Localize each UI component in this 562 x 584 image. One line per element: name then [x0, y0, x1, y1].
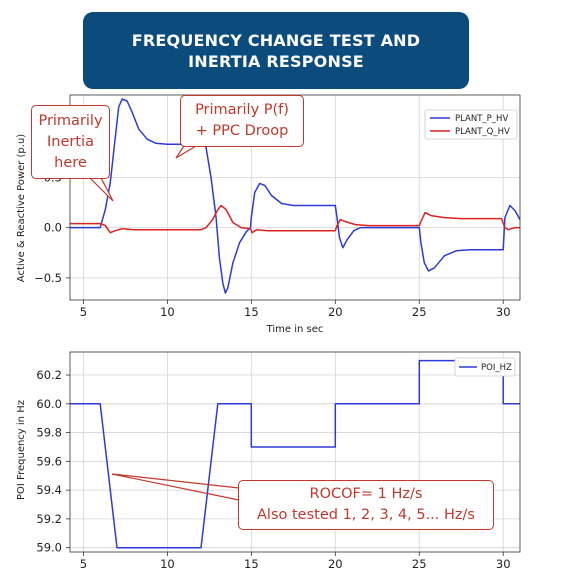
top-x-tick-label: 15: [244, 305, 259, 319]
top-x-tick-label: 25: [412, 305, 427, 319]
inertia-callout: Primarily Inertia here: [31, 105, 110, 179]
bottom-y-tick-label: 60.0: [36, 397, 62, 411]
frequency-y-axis-label: POI Frequency in Hz: [16, 400, 27, 500]
title-line-2: INERTIA RESPONSE: [188, 51, 364, 71]
bottom-y-tick-label: 59.6: [36, 454, 62, 468]
pf-callout: Primarily P(f) + PPC Droop: [180, 95, 304, 147]
frequency-legend: POI_HZ: [454, 357, 516, 377]
bottom-x-tick-label: 30: [496, 557, 511, 571]
bottom-y-tick-label: 59.0: [36, 541, 62, 555]
callout-pointers: [86, 145, 240, 501]
top-x-tick-label: 30: [496, 305, 511, 319]
top-series-line-plant-q-hv: [70, 204, 520, 234]
rocof-callout: ROCOF= 1 Hz/s Also tested 1, 2, 3, 4, 5.…: [238, 480, 494, 530]
inertia-callout-line-3: here: [54, 154, 87, 171]
frequency-chart: 5 10 15 20 25 3059.059.259.459.659.860.060.2 …: [16, 351, 521, 571]
frequency-legend-box: [454, 357, 516, 377]
rocof-pointer-line-1: [111, 473, 240, 489]
power-legend: PLANT_P_HV PLANT_Q_HV: [424, 109, 518, 140]
top-y-tick-label: −0.5: [34, 271, 62, 285]
top-series-line-plant-p-hv: [70, 98, 521, 294]
power-x-axis-label: Time in sec: [266, 324, 324, 335]
inertia-callout-line-2: Inertia: [47, 133, 94, 150]
bottom-x-tick-label: 25: [412, 557, 427, 571]
top-x-tick-label: 5: [80, 305, 87, 319]
rocof-callout-line-1: ROCOF= 1 Hz/s: [309, 486, 423, 502]
bottom-y-tick-label: 59.4: [36, 483, 62, 497]
pf-callout-line-2: + PPC Droop: [195, 123, 289, 139]
rocof-callout-line-2: Also tested 1, 2, 3, 4, 5... Hz/s: [257, 507, 475, 523]
title-line-1: FREQUENCY CHANGE TEST AND: [131, 30, 421, 50]
inertia-callout-line-1: Primarily: [38, 112, 103, 129]
frequency-plot-frame: [69, 351, 521, 553]
legend-label-poi-hz: POI_HZ: [481, 363, 512, 373]
bottom-x-tick-label: 10: [160, 557, 175, 571]
power-grid: [70, 95, 520, 300]
rocof-pointer-line-2: [111, 473, 240, 501]
pf-callout-line-1: Primarily P(f): [195, 102, 289, 118]
bottom-y-tick-label: 59.2: [36, 512, 62, 526]
bottom-x-tick-label: 15: [244, 557, 259, 571]
top-x-tick-label: 10: [160, 305, 175, 319]
title-banner: FREQUENCY CHANGE TEST AND INERTIA RESPON…: [83, 12, 469, 89]
legend-label-plant-q: PLANT_Q_HV: [455, 127, 510, 137]
top-x-tick-label: 20: [328, 305, 343, 319]
bottom-y-tick-label: 59.8: [36, 426, 62, 440]
bottom-x-tick-label: 5: [80, 557, 87, 571]
bottom-x-tick-label: 20: [328, 557, 343, 571]
top-y-tick-label: 0.0: [44, 221, 62, 235]
bottom-y-tick-label: 60.2: [36, 368, 62, 382]
power-y-axis-label: Active & Reactive Power (p.u): [16, 134, 27, 282]
power-series: [70, 98, 521, 294]
frequency-ticks: 5 10 15 20 25 30 59.0 59.2 59.4 59.6 59.8 60.0 60.2: [36, 368, 510, 571]
legend-label-plant-p: PLANT_P_HV: [455, 114, 508, 124]
